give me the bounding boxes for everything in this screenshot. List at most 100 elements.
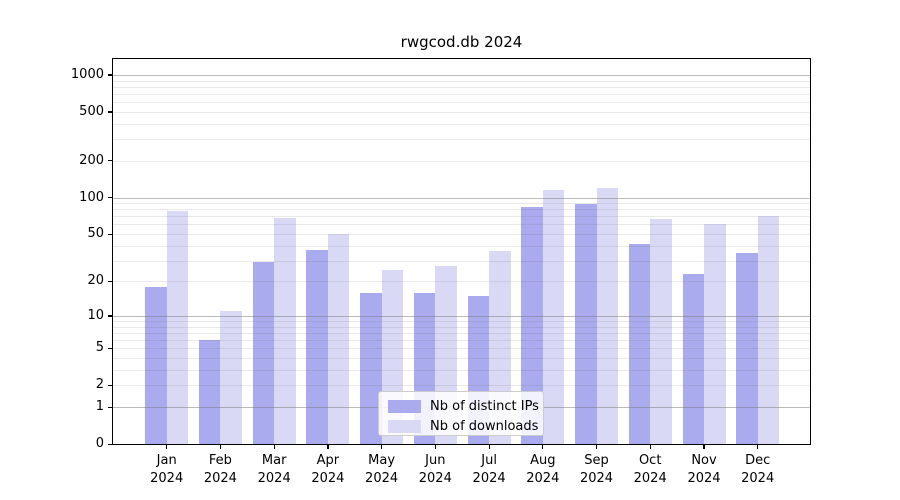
x-tick-label-feb-2024: Feb 2024 xyxy=(203,453,237,487)
bar--downloads-aug-2024 xyxy=(542,190,565,444)
y-tick-label-1000: 1000 xyxy=(70,66,104,82)
y-tick-label-5: 5 xyxy=(95,340,104,356)
x-tick-label-nov-2024: Nov 2024 xyxy=(687,453,721,487)
x-tick-mark-feb-2024 xyxy=(219,444,222,449)
x-tick-label-apr-2024: Apr 2024 xyxy=(311,453,345,487)
y-tick-mark-1 xyxy=(108,406,113,408)
bar--downloads-feb-2024 xyxy=(220,311,242,444)
x-tick-mark-dec-2024 xyxy=(757,444,759,449)
y-tick-mark-50 xyxy=(108,233,113,235)
bar--distinct-ips-sep-2024 xyxy=(575,204,597,444)
x-tick-mark-oct-2024 xyxy=(649,444,651,449)
plot-frame xyxy=(112,58,811,445)
legend-label-downloads: Nb of downloads xyxy=(430,419,539,434)
x-tick-label-aug-2024: Aug 2024 xyxy=(526,453,560,487)
minor-gridline-80 xyxy=(113,209,810,211)
x-tick-label-jan-2024: Jan 2024 xyxy=(150,453,184,487)
x-tick-label-mar-2024: Mar 2024 xyxy=(257,453,291,487)
bar--distinct-ips-apr-2024 xyxy=(306,249,328,444)
y-tick-label-1: 1 xyxy=(95,399,104,414)
minor-gridline-3 xyxy=(113,369,810,371)
y-tick-mark-1000 xyxy=(108,74,113,76)
minor-gridline-200 xyxy=(113,160,810,162)
y-tick-mark-500 xyxy=(108,111,113,113)
y-tick-mark-0 xyxy=(108,443,113,445)
bar--downloads-mar-2024 xyxy=(274,217,296,444)
minor-gridline-4 xyxy=(113,358,810,359)
y-tick-label-10: 10 xyxy=(87,307,104,323)
y-tick-label-100: 100 xyxy=(79,189,104,205)
x-tick-mark-jan-2024 xyxy=(166,444,168,449)
y-tick-mark-10 xyxy=(108,315,113,317)
x-tick-label-oct-2024: Oct 2024 xyxy=(633,453,667,487)
major-gridline-100 xyxy=(113,197,810,199)
bar--distinct-ips-dec-2024 xyxy=(736,252,758,444)
y-tick-label-0: 0 xyxy=(95,436,104,451)
minor-gridline-900 xyxy=(113,80,810,82)
chart-title: rwgcod.db 2024 xyxy=(400,33,523,51)
major-gridline-1000 xyxy=(113,74,810,76)
x-tick-mark-jun-2024 xyxy=(434,444,436,449)
bar--distinct-ips-jan-2024 xyxy=(145,286,167,444)
legend-label-distinct-ips: Nb of distinct IPs xyxy=(430,399,539,414)
x-tick-label-jun-2024: Jun 2024 xyxy=(418,453,452,487)
minor-gridline-8 xyxy=(113,326,810,328)
minor-gridline-30 xyxy=(113,260,810,262)
bar--distinct-ips-feb-2024 xyxy=(198,340,221,444)
minor-gridline-90 xyxy=(113,203,810,204)
bar--downloads-jan-2024 xyxy=(166,210,189,444)
minor-gridline-5 xyxy=(113,348,810,350)
legend-swatch-distinct-ips xyxy=(388,400,421,413)
bar--downloads-dec-2024 xyxy=(757,216,780,444)
bar--downloads-nov-2024 xyxy=(704,223,726,444)
legend: Nb of distinct IPs Nb of downloads xyxy=(378,391,544,436)
minor-gridline-6 xyxy=(113,340,810,342)
bar--distinct-ips-may-2024 xyxy=(360,292,382,444)
minor-gridline-20 xyxy=(113,281,810,283)
x-tick-mark-apr-2024 xyxy=(327,444,329,449)
y-tick-mark-20 xyxy=(108,280,113,283)
minor-gridline-500 xyxy=(113,111,810,113)
minor-gridline-60 xyxy=(113,224,810,226)
x-tick-mark-jul-2024 xyxy=(488,444,490,449)
minor-gridline-7 xyxy=(113,332,810,334)
y-tick-mark-2 xyxy=(108,384,113,387)
x-tick-label-sep-2024: Sep 2024 xyxy=(579,453,614,487)
minor-gridline-800 xyxy=(113,86,810,88)
y-tick-label-50: 50 xyxy=(87,226,104,241)
x-tick-mark-aug-2024 xyxy=(542,444,544,449)
bar--distinct-ips-oct-2024 xyxy=(628,244,651,444)
y-tick-label-500: 500 xyxy=(79,103,104,119)
x-tick-label-dec-2024: Dec 2024 xyxy=(741,453,775,487)
bar--distinct-ips-aug-2024 xyxy=(521,207,543,444)
minor-gridline-400 xyxy=(113,123,810,125)
y-tick-mark-200 xyxy=(108,160,113,162)
x-tick-mark-mar-2024 xyxy=(273,444,275,449)
legend-entry-distinct-ips: Nb of distinct IPs xyxy=(388,399,539,414)
y-tick-label-2: 2 xyxy=(95,377,104,393)
x-tick-mark-nov-2024 xyxy=(703,444,705,449)
minor-gridline-40 xyxy=(113,245,810,247)
legend-entry-downloads: Nb of downloads xyxy=(388,419,539,434)
x-tick-mark-sep-2024 xyxy=(595,444,598,449)
minor-gridline-50 xyxy=(113,234,810,235)
major-gridline-10 xyxy=(113,315,810,317)
minor-gridline-600 xyxy=(113,102,810,104)
bar--downloads-oct-2024 xyxy=(650,218,672,444)
minor-gridline-700 xyxy=(113,94,810,95)
x-tick-label-may-2024: May 2024 xyxy=(365,453,399,487)
x-tick-mark-may-2024 xyxy=(381,444,383,449)
minor-gridline-2 xyxy=(113,385,810,387)
y-tick-label-200: 200 xyxy=(79,152,104,168)
minor-gridline-70 xyxy=(113,216,810,218)
minor-gridline-9 xyxy=(113,321,810,322)
bar--downloads-apr-2024 xyxy=(327,234,350,444)
y-tick-mark-5 xyxy=(108,347,113,350)
bar--distinct-ips-mar-2024 xyxy=(252,262,275,444)
minor-gridline-300 xyxy=(113,139,810,141)
x-tick-label-jul-2024: Jul 2024 xyxy=(472,453,506,487)
y-tick-label-20: 20 xyxy=(87,273,104,289)
y-tick-mark-100 xyxy=(108,197,113,199)
legend-swatch-downloads xyxy=(388,420,421,433)
